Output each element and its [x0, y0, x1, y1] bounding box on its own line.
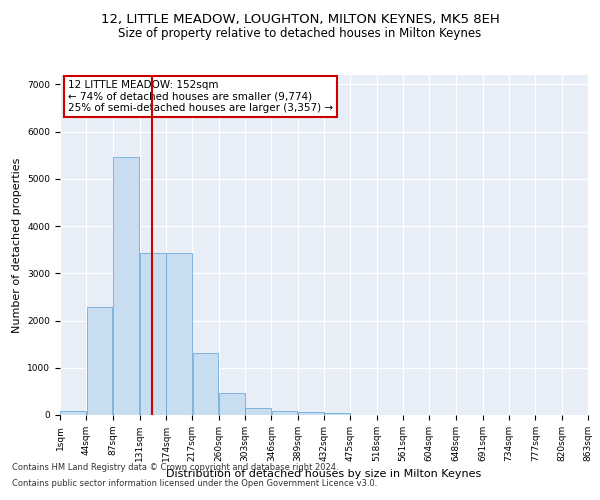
X-axis label: Distribution of detached houses by size in Milton Keynes: Distribution of detached houses by size …	[166, 470, 482, 480]
Y-axis label: Number of detached properties: Number of detached properties	[12, 158, 22, 332]
Text: Contains HM Land Registry data © Crown copyright and database right 2024.: Contains HM Land Registry data © Crown c…	[12, 464, 338, 472]
Text: Size of property relative to detached houses in Milton Keynes: Size of property relative to detached ho…	[118, 28, 482, 40]
Bar	[193, 353, 218, 415]
Bar	[298, 412, 323, 415]
Bar	[61, 412, 86, 415]
Bar	[166, 252, 192, 415]
Bar	[272, 411, 297, 415]
Bar	[219, 393, 245, 415]
Bar	[87, 308, 112, 415]
Text: 12 LITTLE MEADOW: 152sqm
← 74% of detached houses are smaller (9,774)
25% of sem: 12 LITTLE MEADOW: 152sqm ← 74% of detach…	[68, 80, 333, 114]
Text: Contains public sector information licensed under the Open Government Licence v3: Contains public sector information licen…	[12, 478, 377, 488]
Bar	[245, 408, 271, 415]
Bar	[325, 414, 350, 415]
Text: 12, LITTLE MEADOW, LOUGHTON, MILTON KEYNES, MK5 8EH: 12, LITTLE MEADOW, LOUGHTON, MILTON KEYN…	[101, 12, 499, 26]
Bar	[140, 252, 166, 415]
Bar	[113, 156, 139, 415]
